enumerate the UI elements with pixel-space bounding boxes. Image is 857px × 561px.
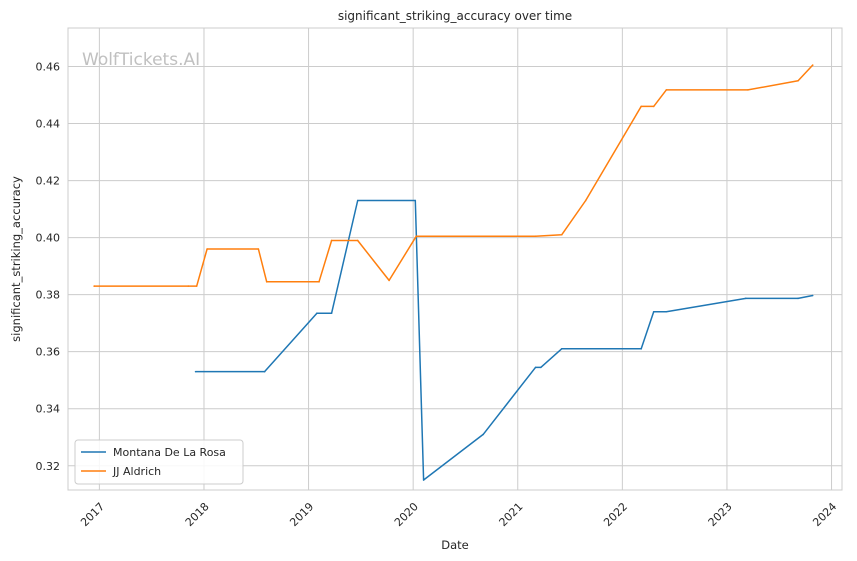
y-tick-label: 0.36: [36, 346, 61, 359]
series-point-0: [263, 370, 266, 373]
series-point-0: [665, 310, 668, 313]
legend-label-montana: Montana De La Rosa: [113, 446, 226, 459]
plot-frame: [67, 27, 843, 491]
watermark: WolfTickets.AI: [82, 50, 200, 70]
series-point-0: [534, 366, 537, 369]
series-point-1: [388, 279, 390, 282]
series-point-0: [744, 297, 747, 300]
series-point-1: [93, 285, 95, 287]
series-lines: [93, 64, 814, 481]
series-point-1: [534, 235, 537, 237]
y-tick-label: 0.46: [36, 61, 61, 74]
series-point-0: [330, 312, 333, 314]
series-point-0: [414, 199, 417, 202]
x-tick-label: 2021: [497, 500, 526, 529]
series-point-1: [640, 105, 642, 108]
y-tick-label: 0.40: [36, 232, 61, 245]
series-point-0: [316, 312, 318, 314]
series-point-0: [811, 294, 814, 297]
series-point-0: [560, 348, 563, 350]
grid-lines: [68, 28, 842, 490]
series-point-0: [539, 366, 542, 369]
series-point-1: [195, 285, 198, 287]
x-tick-label: 2019: [287, 500, 316, 529]
series-point-0: [652, 310, 655, 313]
series-point-1: [747, 89, 749, 91]
legend: Montana De La Rosa JJ Aldrich: [74, 439, 244, 485]
x-axis-title: Date: [441, 538, 469, 552]
y-axis-title: significant_striking_accuracy: [9, 176, 23, 342]
series-point-1: [797, 79, 799, 82]
y-tick-label: 0.34: [36, 403, 61, 416]
series-point-0: [356, 199, 359, 202]
series-point-1: [356, 239, 359, 242]
series-point-1: [584, 199, 587, 202]
x-tick-label: 2017: [78, 500, 107, 529]
series-point-1: [318, 281, 320, 283]
x-tick-label: 2018: [183, 500, 212, 529]
series-point-1: [187, 285, 190, 287]
series-point-0: [482, 433, 485, 436]
y-tick-label: 0.44: [36, 118, 61, 131]
series-point-1: [330, 239, 333, 242]
x-tick-label: 2024: [810, 500, 839, 529]
x-tick-label: 2022: [601, 500, 630, 529]
series-point-1: [415, 235, 418, 237]
chart-title: significant_striking_accuracy over time: [338, 9, 572, 23]
series-point-1: [811, 64, 814, 66]
series-point-0: [797, 297, 799, 300]
series-point-0: [640, 348, 642, 350]
series-point-1: [652, 105, 655, 108]
series-point-0: [194, 370, 197, 373]
series-point-1: [206, 248, 208, 250]
series-line-1: [94, 64, 814, 287]
x-tick-label: 2020: [392, 500, 421, 529]
series-point-1: [665, 89, 668, 91]
y-tick-label: 0.42: [36, 175, 61, 188]
series-point-0: [422, 479, 425, 481]
series-point-1: [560, 233, 563, 236]
series-point-1: [265, 281, 268, 283]
series-point-1: [257, 248, 260, 250]
legend-label-aldrich: JJ Aldrich: [112, 465, 161, 478]
series-line-0: [195, 199, 813, 481]
y-tick-label: 0.32: [36, 460, 61, 473]
legend-box: [74, 439, 244, 485]
y-tick-label: 0.38: [36, 289, 61, 302]
x-tick-label: 2023: [706, 500, 735, 529]
